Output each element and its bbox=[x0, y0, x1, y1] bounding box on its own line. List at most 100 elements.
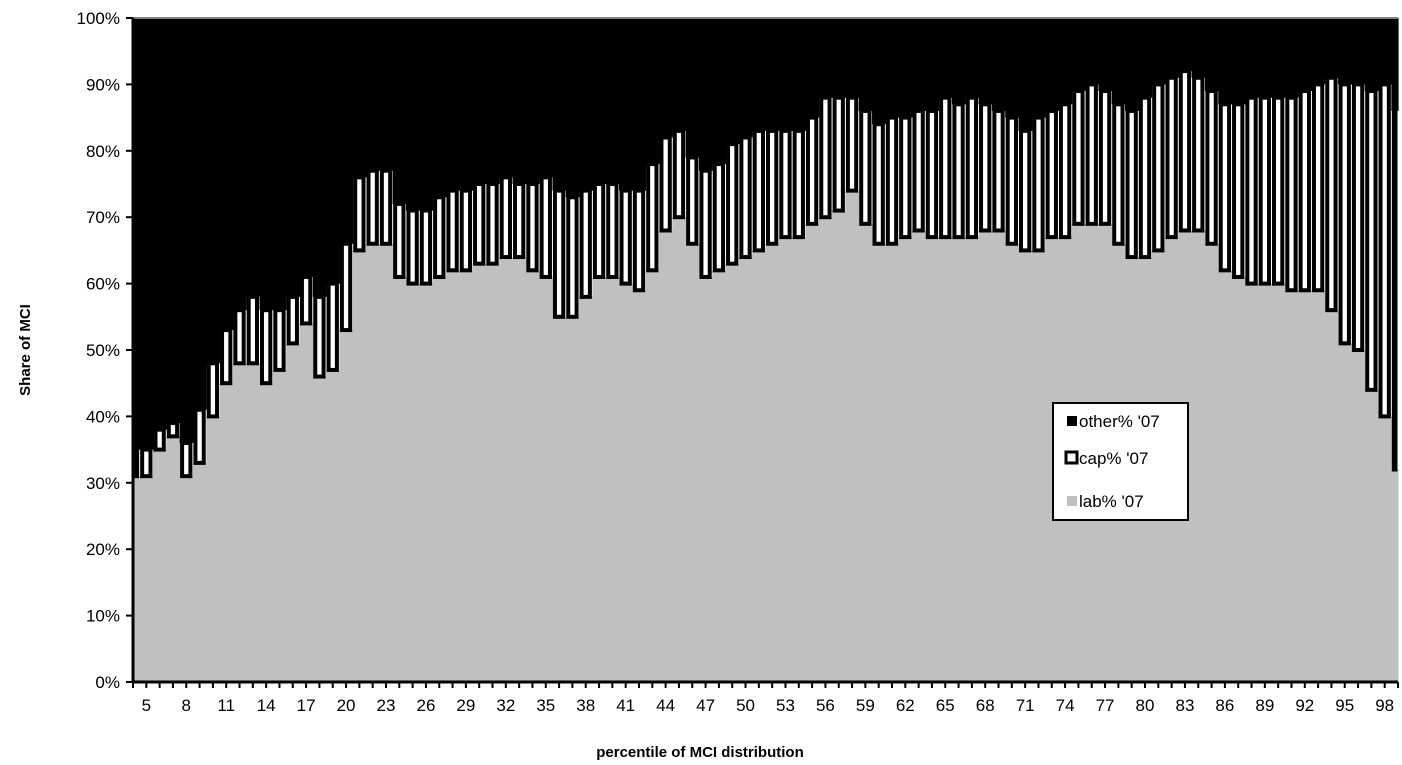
area-segment-lab bbox=[1031, 250, 1046, 682]
x-tick-label: 68 bbox=[976, 696, 995, 715]
x-tick-label: 92 bbox=[1295, 696, 1314, 715]
area-segment-cap bbox=[393, 201, 406, 279]
area-segment-cap bbox=[486, 182, 499, 266]
area-segment-cap bbox=[726, 142, 739, 266]
area-segment-cap bbox=[326, 281, 339, 372]
area-segment-lab bbox=[752, 250, 767, 682]
area-segment-other bbox=[858, 18, 873, 111]
area-segment-lab bbox=[206, 416, 221, 682]
area-segment-cap bbox=[286, 294, 299, 346]
area-segment-cap bbox=[1205, 89, 1218, 246]
area-segment-cap bbox=[592, 182, 606, 279]
area-segment-other bbox=[326, 18, 340, 284]
area-segment-cap bbox=[1245, 95, 1258, 286]
legend: other% '07 cap% '07 lab% '07 bbox=[1052, 402, 1189, 521]
area-segment-other bbox=[911, 18, 926, 111]
x-tick-label: 26 bbox=[416, 696, 435, 715]
area-segment-other bbox=[1258, 18, 1273, 98]
series-other bbox=[133, 18, 1399, 450]
area-segment-cap bbox=[899, 115, 912, 240]
area-segment-cap bbox=[220, 328, 233, 386]
area-segment-other bbox=[1204, 18, 1219, 92]
area-segment-lab bbox=[1324, 310, 1339, 682]
area-segment-cap bbox=[619, 188, 632, 286]
area-segment-lab bbox=[133, 476, 141, 682]
area-segment-lab bbox=[499, 257, 514, 682]
area-segment-lab bbox=[1258, 283, 1273, 682]
area-segment-cap bbox=[433, 195, 446, 279]
area-segment-lab bbox=[978, 230, 993, 683]
area-segment-lab bbox=[485, 263, 500, 682]
x-tick-label: 29 bbox=[456, 696, 475, 715]
area-segment-lab bbox=[858, 223, 873, 682]
x-tick-label: 74 bbox=[1056, 696, 1075, 715]
area-segment-other bbox=[1284, 18, 1299, 98]
area-segment-other bbox=[925, 18, 940, 111]
x-tick-label: 44 bbox=[656, 696, 675, 715]
area-segment-cap bbox=[739, 135, 752, 260]
area-segment-other bbox=[1338, 18, 1352, 85]
area-segment-cap bbox=[659, 135, 672, 233]
area-segment-other bbox=[312, 18, 327, 297]
area-segment-lab bbox=[512, 257, 527, 682]
area-segment-other bbox=[965, 18, 980, 98]
x-tick-label: 89 bbox=[1255, 696, 1274, 715]
area-segment-other bbox=[725, 18, 740, 145]
area-segment-cap bbox=[1032, 115, 1045, 253]
area-segment-lab bbox=[405, 283, 420, 682]
area-segment-other bbox=[872, 18, 886, 125]
legend-swatch-other bbox=[1067, 416, 1077, 426]
area-segment-lab bbox=[525, 270, 540, 682]
area-segment-lab bbox=[192, 462, 207, 682]
area-segment-lab bbox=[139, 476, 154, 682]
area-segment-other bbox=[1311, 18, 1326, 85]
area-segment-cap bbox=[206, 361, 220, 419]
area-segment-other bbox=[525, 18, 540, 184]
area-segment-cap bbox=[965, 95, 979, 240]
area-segment-cap bbox=[1391, 108, 1398, 472]
x-tick-label: 77 bbox=[1096, 696, 1115, 715]
area-segment-other bbox=[485, 18, 500, 184]
x-tick-label: 83 bbox=[1175, 696, 1194, 715]
x-tick-label: 53 bbox=[776, 696, 795, 715]
area-segment-lab bbox=[951, 237, 966, 682]
area-segment-lab bbox=[1364, 389, 1379, 682]
area-segment-other bbox=[645, 18, 660, 165]
x-axis: 5 8 11 14 17 20 23 26 29 32 35 38 41 44 47 50 53 56 59 62 65… bbox=[132, 680, 1399, 715]
area-segment-cap bbox=[792, 128, 805, 240]
area-segment-cap bbox=[1138, 95, 1152, 260]
area-segment-cap bbox=[379, 168, 393, 246]
area-segment-lab bbox=[1005, 243, 1020, 682]
area-segment-cap bbox=[233, 308, 246, 366]
area-segment-other bbox=[712, 18, 727, 165]
area-segment-lab bbox=[1244, 283, 1259, 682]
area-segment-lab bbox=[792, 237, 807, 682]
area-segment-cap bbox=[1058, 102, 1072, 240]
area-segment-lab bbox=[845, 190, 860, 682]
area-segment-other bbox=[459, 18, 474, 191]
area-segment-lab bbox=[1391, 469, 1399, 682]
x-tick-label: 11 bbox=[217, 696, 235, 715]
area-segment-other bbox=[991, 18, 1006, 111]
area-segment-cap bbox=[260, 308, 273, 386]
area-segment-other bbox=[179, 18, 194, 443]
legend-label-other: other% '07 bbox=[1079, 412, 1160, 431]
y-tick-label: 20% bbox=[86, 540, 120, 559]
area-segment-cap bbox=[1152, 82, 1165, 253]
area-segment-cap bbox=[459, 188, 473, 273]
area-segment-cap bbox=[819, 95, 832, 220]
area-segment-other bbox=[419, 18, 434, 211]
area-segment-lab bbox=[366, 243, 380, 682]
area-segment-other bbox=[1125, 18, 1139, 111]
area-segment-lab bbox=[432, 276, 447, 682]
x-tick-label: 23 bbox=[377, 696, 396, 715]
area-segment-lab bbox=[832, 210, 846, 682]
area-segment-other bbox=[339, 18, 354, 244]
y-tick-label: 90% bbox=[86, 75, 120, 94]
area-segment-other bbox=[938, 18, 953, 98]
area-segment-other bbox=[166, 18, 181, 424]
area-segment-cap bbox=[166, 421, 180, 439]
area-segment-cap bbox=[1338, 82, 1351, 346]
area-segment-cap bbox=[273, 308, 286, 372]
